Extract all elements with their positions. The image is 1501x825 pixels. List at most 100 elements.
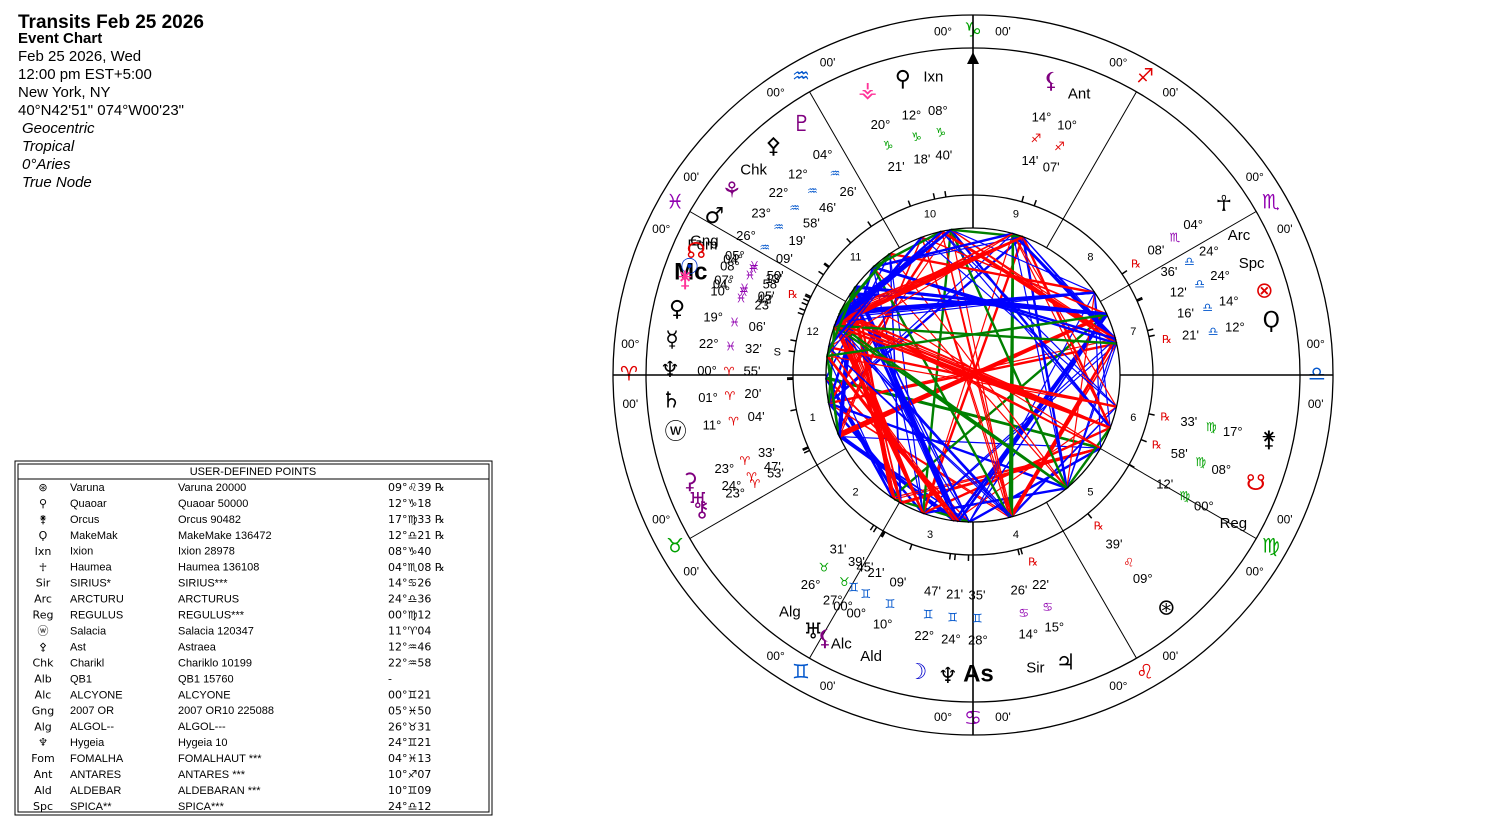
point-degree: 19° (703, 309, 723, 324)
header-line: Feb 25 2026, Wed (18, 48, 141, 65)
point-full-name: ALDEBARAN *** (178, 785, 261, 797)
point-full-name: Quaoar 50000 (178, 498, 248, 510)
point-minute: 32' (745, 341, 762, 356)
point-degree: 08° (1211, 462, 1231, 477)
chart-title: Transits Feb 25 2026 (18, 12, 204, 33)
sign-cusp-degree: 00° (767, 649, 785, 663)
point-symbol: Fom (31, 752, 54, 765)
point-symbol: ⓦ (665, 420, 687, 445)
house-number: 2 (853, 486, 859, 498)
aspect-line (949, 229, 1068, 489)
sign-glyph: ♏ (1262, 190, 1280, 214)
point-minute: 14' (1021, 153, 1038, 168)
point-degree: 22° (699, 336, 719, 351)
point-full-name: Orcus 90482 (178, 514, 241, 526)
point-symbol: Mc (674, 259, 707, 286)
point-symbol: Alb (34, 672, 52, 685)
house-cusp (689, 448, 846, 539)
point-sign: ♒ (759, 240, 770, 254)
point-symbol: ⚴ (39, 641, 47, 654)
point-symbol: ⚷ (694, 498, 710, 523)
aspect-line (872, 232, 1014, 269)
point-tick (872, 526, 878, 533)
point-symbol: As (963, 660, 994, 687)
point-minute: 47' (924, 584, 941, 599)
point-degree: 10° (1057, 118, 1077, 133)
sign-cusp-minute: 00' (1277, 222, 1293, 236)
point-minute: 58' (763, 277, 780, 292)
point-symbol: Alg (34, 720, 52, 733)
point-tick (1140, 438, 1147, 443)
point-minute: 08' (1147, 242, 1164, 257)
point-symbol: ⚳ (682, 470, 698, 495)
house-number: 5 (1087, 486, 1093, 498)
point-sign: ♊ (885, 597, 896, 611)
point-full-name: SPICA*** (178, 801, 225, 813)
point-symbol: Reg (1220, 515, 1248, 532)
point-position: 04°♓13 (388, 752, 431, 765)
point-name: QB1 (70, 673, 92, 685)
point-minute: 58' (803, 216, 820, 231)
point-tick (790, 339, 797, 342)
point-tick (1136, 296, 1143, 301)
point-tick (805, 293, 812, 298)
house-cusp (1100, 211, 1257, 302)
point-sign: ♈ (725, 389, 736, 403)
point-minute: 45' (857, 559, 874, 574)
point-position: 10°♊09 (388, 784, 431, 797)
point-sign: ♑ (935, 126, 946, 140)
aspect-lines (824, 228, 1118, 524)
aspect-line (828, 346, 1117, 408)
point-minute: 33' (758, 445, 775, 460)
point-position: 12°♒46 (388, 641, 431, 654)
sign-cusp-minute: 00' (820, 679, 836, 693)
table-frame (14, 460, 493, 816)
table-frame-inner (17, 463, 490, 813)
point-symbol: ♄ (661, 389, 681, 414)
aspect-line (1021, 236, 1068, 489)
point-full-name: REGULUS*** (178, 610, 245, 622)
point-minute: 47' (764, 459, 781, 474)
sign-cusp-degree: 00° (934, 24, 952, 38)
point-symbol: Reg (33, 609, 54, 622)
point-minute: 36' (1160, 264, 1177, 279)
aspect-line (950, 229, 1095, 294)
point-position: 05°♓50 (388, 704, 431, 717)
point-sign: ♑ (911, 130, 922, 144)
point-symbol: Spc (1239, 255, 1265, 272)
sign-glyph: ♈ (620, 362, 638, 386)
point-degree: 27° (823, 592, 843, 607)
point-degree: 04° (723, 251, 743, 266)
point-tick (788, 350, 795, 353)
sign-cusp-minute: 00' (1277, 513, 1293, 527)
point-position: 10°♐07 (388, 768, 431, 781)
point-tick (881, 531, 886, 538)
sign-cusp-degree: 00° (767, 85, 785, 99)
point-minute: 39' (1106, 537, 1123, 552)
point-minute: 33' (1180, 414, 1197, 429)
point-degree: 14° (1018, 627, 1038, 642)
point-full-name: Varuna 20000 (178, 482, 246, 494)
point-full-name: ALCYONE (178, 689, 231, 701)
point-full-name: SIRIUS*** (178, 578, 228, 590)
point-tick (804, 294, 811, 299)
point-sign: ♈ (749, 477, 760, 491)
point-position: 12°♑18 (388, 497, 431, 510)
point-position: 26°♉31 (388, 720, 431, 733)
point-sign: ♑ (883, 139, 894, 153)
sign-glyph: ♍ (1262, 534, 1280, 558)
house-number: 1 (810, 412, 816, 424)
point-name: MakeMak (70, 530, 118, 542)
point-symbol: ⚲ (39, 497, 47, 510)
point-degree: 24° (941, 632, 961, 647)
point-sign: ♓ (736, 291, 747, 305)
chart-setting: Geocentric (22, 120, 95, 137)
aspect-line (1012, 233, 1111, 429)
point-sign: ♐ (1054, 139, 1065, 153)
point-minute: 12' (1170, 285, 1187, 300)
aspect-line (1010, 338, 1117, 518)
point-sign: ♋ (1042, 600, 1053, 614)
point-sign: ♒ (789, 201, 800, 215)
sign-cusp-minute: 00' (683, 170, 699, 184)
chart-setting: True Node (22, 174, 92, 191)
